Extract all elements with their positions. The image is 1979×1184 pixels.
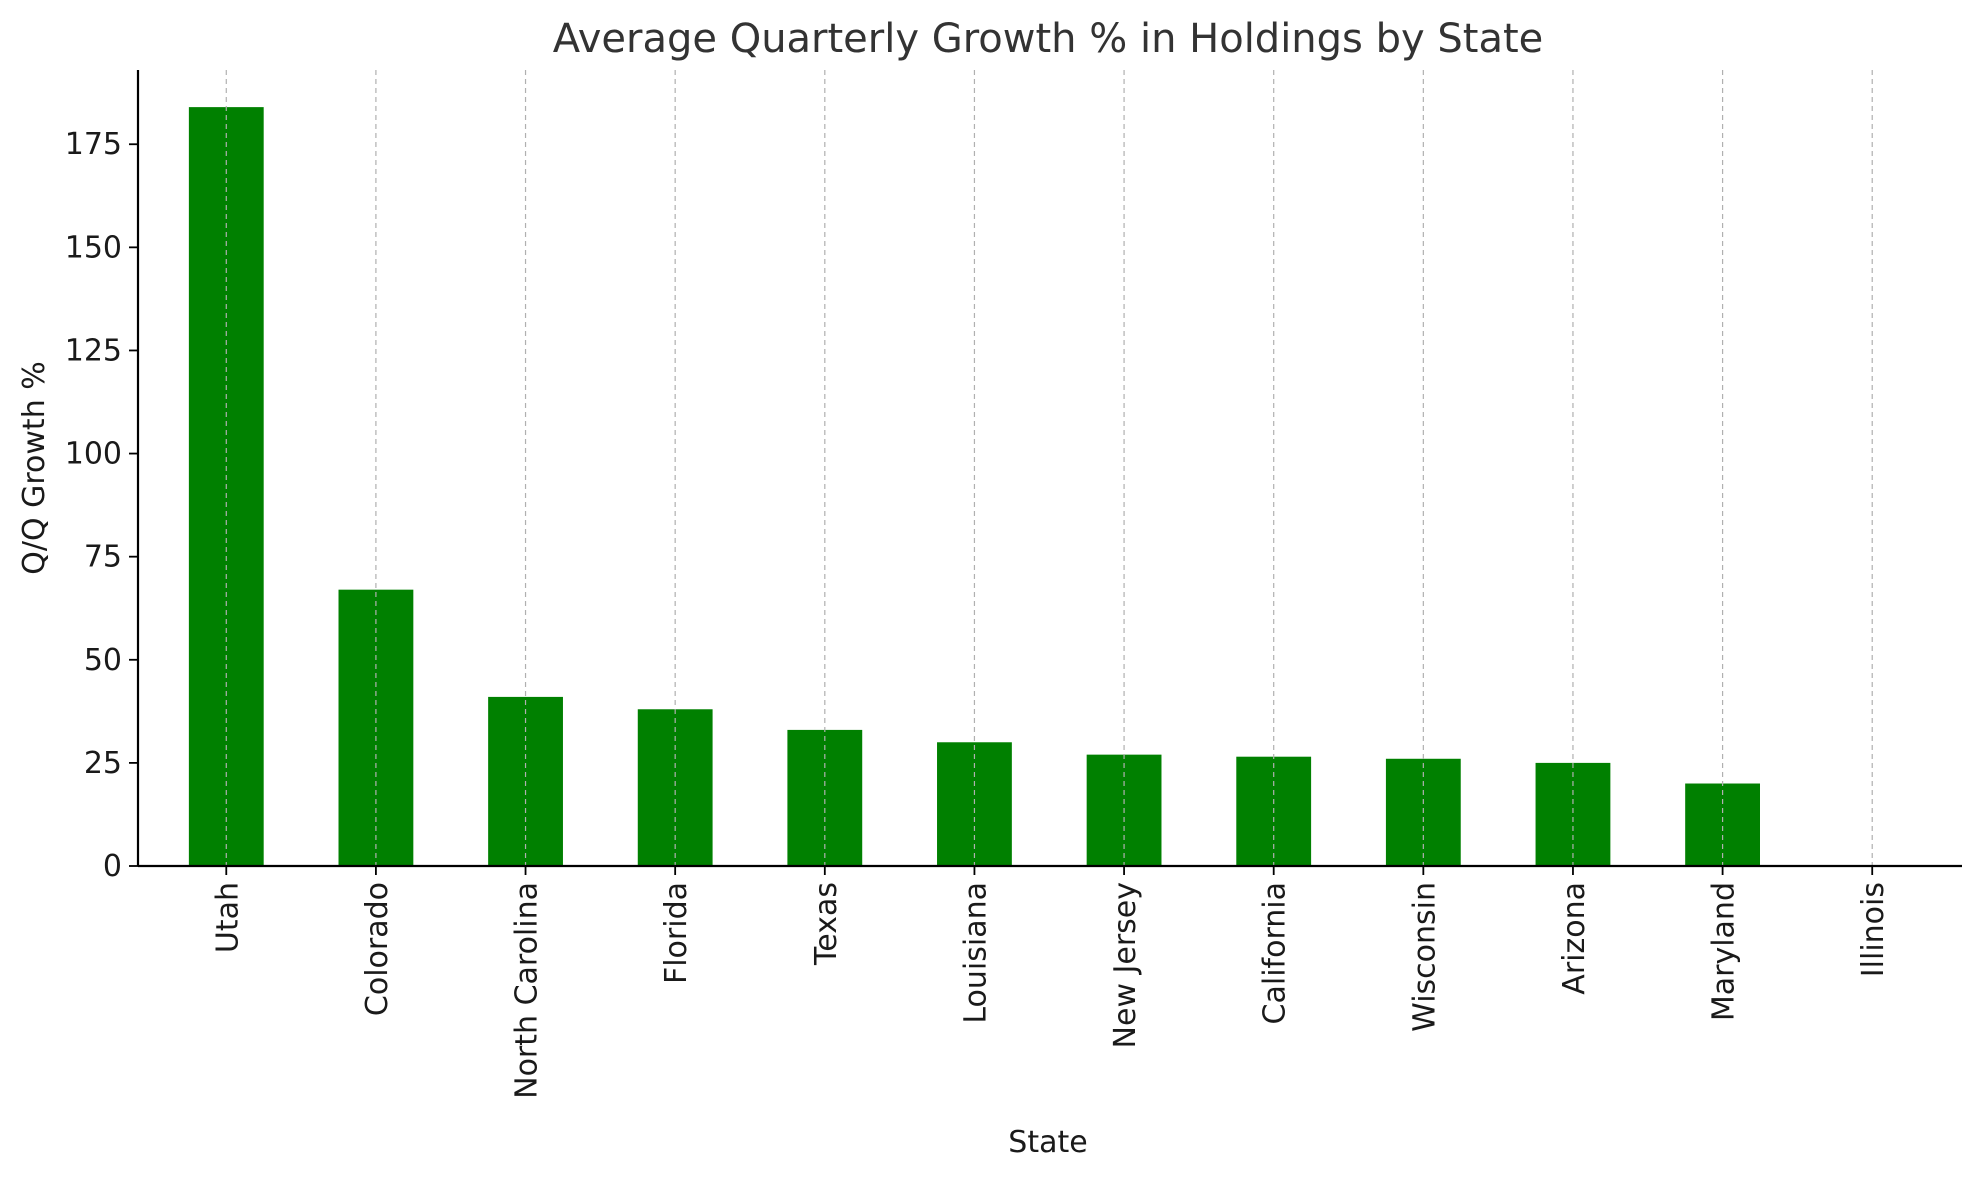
y-tick-label: 125 — [65, 333, 122, 368]
y-axis-label: Q/Q Growth % — [17, 361, 52, 575]
x-tick-label: Wisconsin — [1407, 882, 1442, 1032]
x-axis-label: State — [1008, 1125, 1087, 1160]
x-tick-label: Colorado — [360, 882, 395, 1016]
x-ticks: Utah Colorado North Carolina Florida Texas Lo… — [210, 866, 1891, 1099]
x-tick-label: California — [1258, 882, 1293, 1024]
chart-title: Average Quarterly Growth % in Holdings b… — [553, 16, 1544, 62]
x-tick-label: Maryland — [1707, 882, 1742, 1021]
grid-lines — [225, 70, 1873, 866]
axes — [136, 70, 1962, 868]
bar-maryland — [1685, 783, 1760, 866]
y-ticks: 0 25 50 75 100 125 150 175 — [65, 127, 138, 884]
y-tick-label: 75 — [84, 540, 122, 575]
x-tick-label: Florida — [659, 882, 694, 984]
bar-texas — [787, 729, 863, 866]
x-tick-label: Louisiana — [958, 882, 993, 1024]
x-tick-label: Texas — [809, 882, 844, 966]
y-tick-label: 50 — [84, 643, 122, 678]
y-tick-label: 175 — [65, 127, 122, 162]
x-tick-label: North Carolina — [510, 882, 545, 1099]
x-tick-label: Illinois — [1856, 882, 1891, 977]
x-tick-label: New Jersey — [1108, 882, 1143, 1048]
y-tick-label: 100 — [65, 437, 122, 472]
bar-arizona — [1535, 762, 1611, 866]
x-tick-label: Arizona — [1557, 882, 1592, 995]
y-tick-label: 0 — [103, 849, 122, 884]
x-tick-label: Utah — [210, 882, 245, 953]
bar-florida — [637, 709, 713, 866]
y-tick-label: 150 — [65, 230, 122, 265]
y-tick-label: 25 — [84, 746, 122, 781]
